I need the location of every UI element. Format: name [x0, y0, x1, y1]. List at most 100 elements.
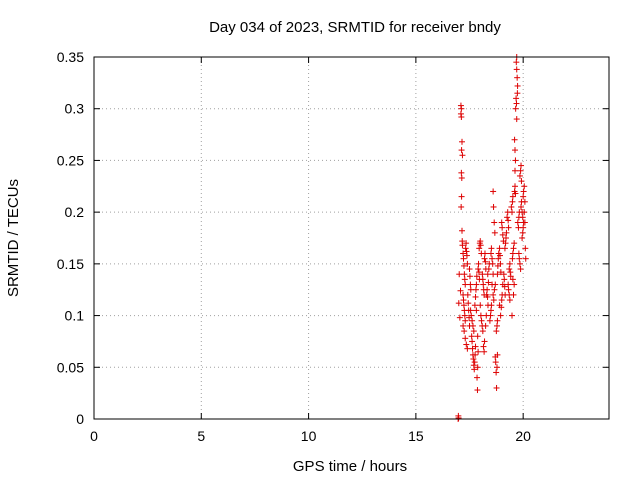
data-point	[517, 266, 524, 273]
data-point	[509, 209, 516, 216]
data-point	[472, 293, 479, 300]
data-point	[466, 273, 473, 280]
data-point	[518, 178, 525, 185]
data-point	[513, 100, 520, 107]
data-point	[490, 271, 497, 278]
data-point	[479, 328, 486, 335]
data-point	[505, 217, 512, 224]
data-point	[494, 317, 501, 324]
y-tick-label: 0	[76, 411, 84, 427]
data-point	[457, 287, 464, 294]
data-point	[467, 286, 474, 293]
data-point	[522, 245, 529, 252]
data-point	[488, 302, 495, 309]
data-point	[485, 279, 492, 286]
data-point	[464, 291, 471, 298]
data-point	[459, 227, 466, 234]
data-point	[513, 95, 520, 102]
data-point	[499, 224, 506, 231]
data-point	[458, 203, 465, 210]
data-point	[456, 314, 463, 321]
data-point	[489, 255, 496, 262]
data-point	[503, 229, 510, 236]
data-point	[479, 276, 486, 283]
data-point	[474, 364, 481, 371]
data-point	[474, 374, 481, 381]
data-point	[484, 271, 491, 278]
data-point	[458, 147, 465, 154]
data-point	[514, 74, 521, 81]
data-point	[487, 307, 494, 314]
data-point	[509, 312, 516, 319]
data-point	[480, 343, 487, 350]
data-point	[502, 240, 509, 247]
data-point	[490, 297, 497, 304]
data-point	[475, 260, 482, 267]
data-point	[475, 266, 482, 273]
data-point	[521, 198, 528, 205]
data-point	[499, 231, 506, 238]
data-point	[461, 312, 468, 319]
x-tick-label: 10	[301, 428, 317, 444]
data-point	[481, 255, 488, 262]
data-point	[482, 322, 489, 329]
data-point	[462, 317, 469, 324]
data-point	[472, 343, 479, 350]
data-point	[472, 351, 479, 358]
data-point	[491, 229, 498, 236]
data-point	[495, 255, 502, 262]
data-point	[510, 291, 517, 298]
data-point	[505, 281, 512, 288]
x-tick-label: 5	[197, 428, 205, 444]
data-point	[506, 266, 513, 273]
data-point	[519, 235, 526, 241]
data-point	[521, 209, 528, 216]
data-point	[458, 113, 465, 120]
y-tick-label: 0.1	[65, 308, 85, 324]
data-point	[510, 245, 517, 252]
data-point	[496, 252, 503, 259]
data-point	[512, 105, 519, 112]
y-tick-label: 0.3	[65, 101, 85, 117]
data-point	[483, 312, 490, 319]
data-point	[505, 286, 512, 293]
y-tick-label: 0.35	[57, 49, 84, 65]
data-point	[463, 240, 470, 247]
data-point	[469, 322, 476, 329]
data-point	[459, 138, 466, 145]
data-point	[511, 240, 518, 247]
data-point	[460, 322, 467, 329]
data-point	[460, 302, 467, 309]
data-point	[469, 338, 476, 345]
x-tick-label: 20	[515, 428, 531, 444]
data-point	[497, 312, 504, 319]
data-point	[509, 255, 516, 262]
data-point	[504, 214, 511, 221]
data-point	[472, 286, 479, 293]
data-point	[516, 255, 523, 262]
data-point	[481, 250, 488, 257]
data-point	[458, 105, 465, 112]
data-point	[469, 317, 476, 324]
x-axis-label: GPS time / hours	[293, 458, 407, 475]
data-point	[459, 152, 466, 159]
data-point	[519, 229, 526, 236]
x-tick-label: 15	[408, 428, 424, 444]
data-point	[513, 59, 520, 66]
data-point	[464, 260, 471, 267]
data-point	[462, 281, 469, 288]
data-point	[515, 250, 522, 257]
data-point	[522, 255, 529, 262]
grid	[94, 57, 609, 419]
data-point	[463, 341, 470, 348]
data-point	[490, 291, 497, 298]
data-point	[462, 335, 469, 342]
data-point	[474, 333, 481, 340]
data-point	[481, 348, 488, 355]
data-point	[469, 345, 476, 352]
data-point	[507, 273, 514, 280]
y-tick-label: 0.15	[57, 256, 84, 272]
y-tick-label: 0.2	[65, 204, 85, 220]
data-point	[460, 297, 467, 304]
data-point	[473, 281, 480, 288]
